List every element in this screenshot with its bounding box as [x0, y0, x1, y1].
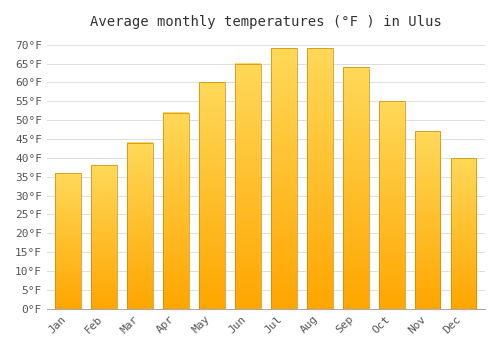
Title: Average monthly temperatures (°F ) in Ulus: Average monthly temperatures (°F ) in Ul… [90, 15, 442, 29]
Bar [128, 143, 153, 309]
Bar [307, 48, 332, 309]
Bar [199, 82, 225, 309]
Bar [343, 67, 368, 309]
Bar [414, 132, 440, 309]
Bar [271, 48, 297, 309]
Bar [56, 173, 82, 309]
Bar [92, 166, 118, 309]
Bar [163, 113, 189, 309]
Bar [450, 158, 476, 309]
Bar [378, 101, 404, 309]
Bar [235, 63, 261, 309]
